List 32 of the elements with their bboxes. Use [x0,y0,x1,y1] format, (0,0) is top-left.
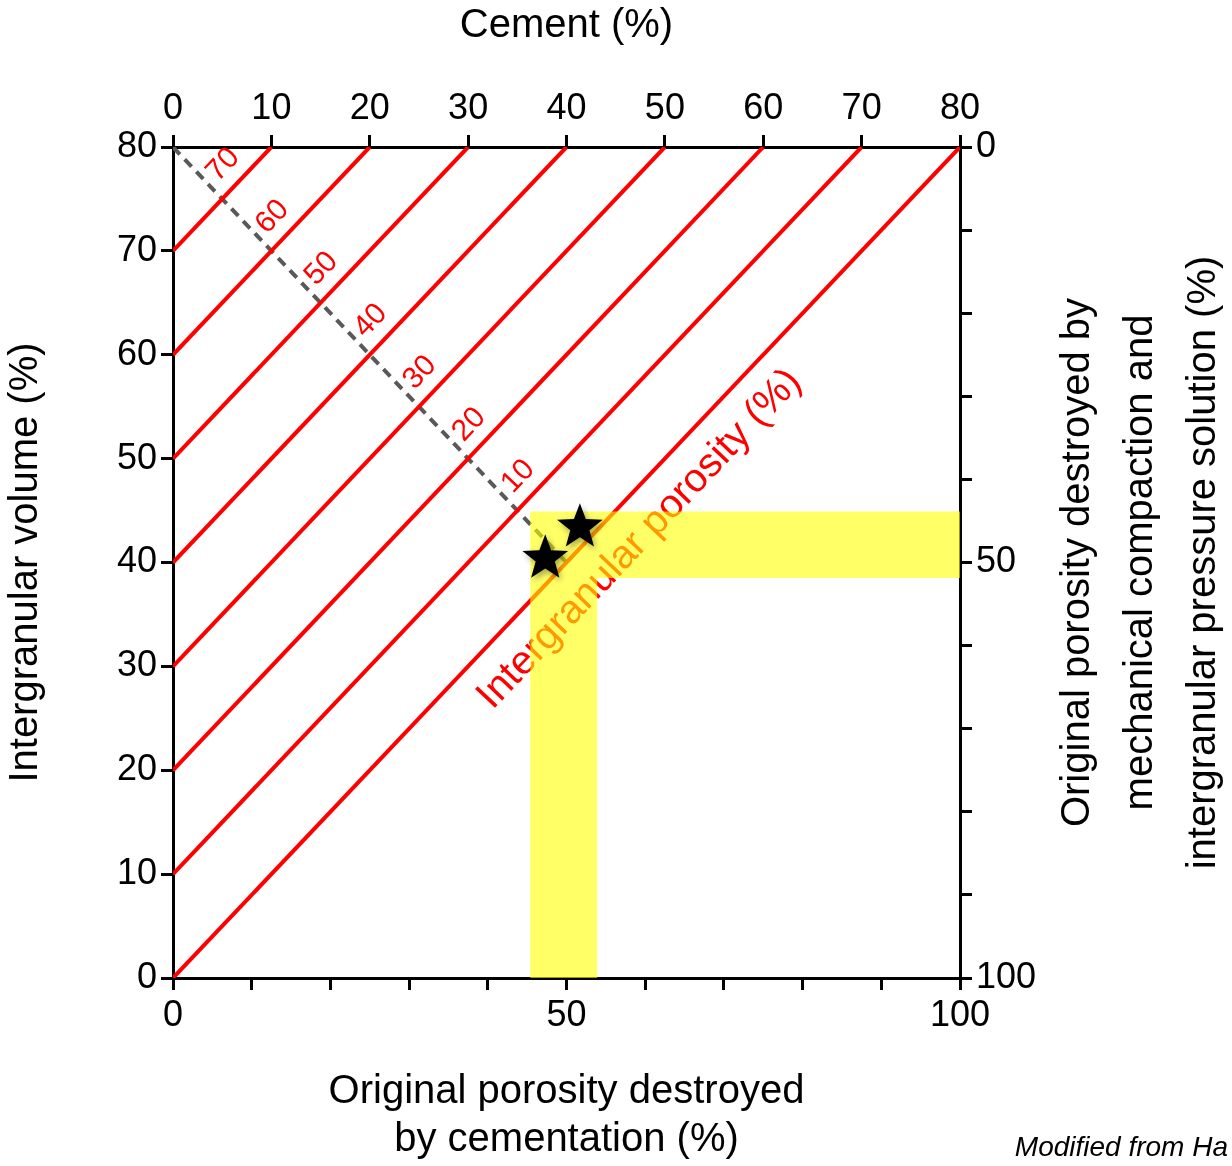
text: 30 [394,347,442,395]
text: 60 [247,191,295,239]
text: 10 [493,451,541,499]
y-tick-label: 20 [116,747,157,789]
y2-axis-title: Original porosity destroyed by mechanical compaction and intergranular pressure solution (%) [1053,255,1224,870]
text: 70 [198,139,246,187]
text: Modified from Ha [1014,1130,1228,1162]
x2-tick-label: 40 [546,86,587,128]
text: 40 [345,295,393,343]
y-tick-label: 60 [116,331,157,373]
x-axis-title: Original porosity destroyed by cementation (%) [328,1067,805,1160]
x2-tick-label: 0 [162,86,184,128]
text: 20 [444,399,491,447]
y2-tick-label: 50 [976,539,1017,581]
x2-tick-label: 60 [743,86,784,128]
y-tick-label: 70 [116,227,157,269]
x2-tick-label: 10 [251,86,292,128]
x2-tick-label: 30 [448,86,489,128]
x2-tick-label: 20 [349,86,390,128]
x2-tick-label: 50 [644,86,685,128]
y-tick-label: 40 [116,539,157,581]
text: 50 [296,243,344,291]
x2-axis-title: Cement (%) [459,1,674,46]
x-tick-label: 0 [162,992,184,1034]
y-tick-label: 10 [116,851,157,893]
y-tick-label: 50 [116,435,157,477]
y-tick-label: 0 [136,954,157,996]
y-tick-label: 30 [116,643,157,685]
y-axis-title: Intergranular volume (%) [1,342,46,783]
x2-tick-label: 70 [841,86,882,128]
x-tick-label: 50 [546,992,587,1034]
y-tick-label: 80 [116,123,157,165]
